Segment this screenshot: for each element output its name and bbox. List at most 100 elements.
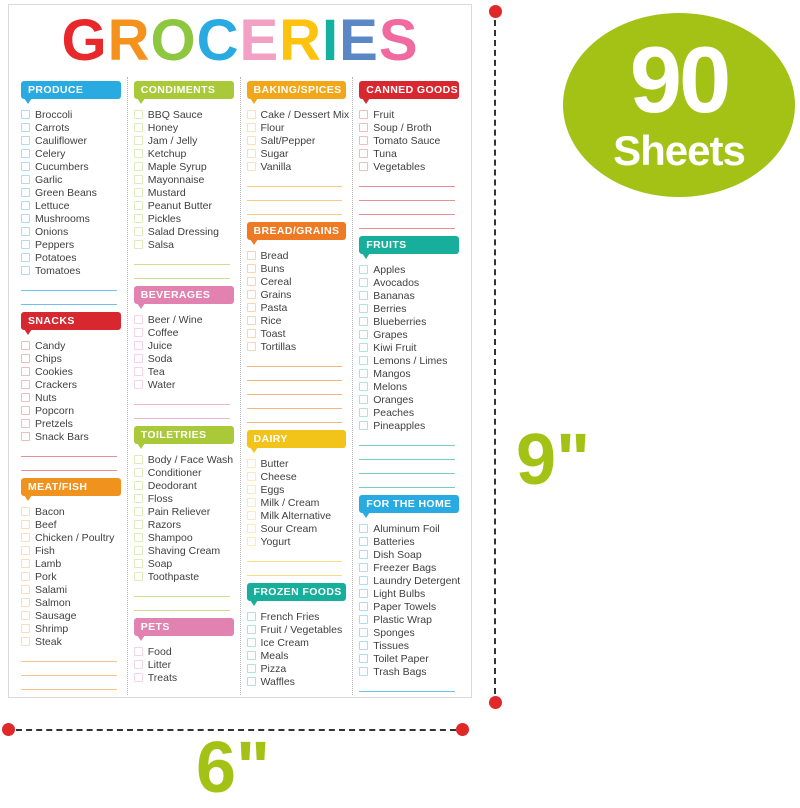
checklist-item: Salami — [21, 583, 121, 596]
blank-line — [21, 676, 117, 690]
checkbox-icon — [359, 356, 369, 365]
badge-unit: Sheets — [613, 127, 746, 174]
checklist-item: Laundry Detergent — [359, 574, 460, 587]
checkbox-icon — [246, 459, 256, 468]
item-label: Lamb — [35, 557, 62, 570]
item-label: Freezer Bags — [373, 561, 437, 574]
checkbox-icon — [133, 354, 143, 363]
checklist-item: Floss — [133, 492, 234, 505]
list-section: TOILETRIES Body / Face Wash Conditioner Deo… — [133, 426, 234, 611]
item-label: Bread — [260, 249, 289, 262]
checkbox-icon — [21, 201, 30, 210]
blank-line — [133, 391, 230, 405]
checklist-item: Tea — [133, 365, 234, 378]
checklist-item: Salad Dressing — [133, 225, 234, 238]
checkbox-icon — [359, 149, 369, 158]
list-section: PETS Food Litter Treats — [133, 618, 234, 695]
title-letter: E — [239, 8, 280, 73]
checkbox-icon — [133, 673, 143, 682]
checkbox-icon — [246, 329, 256, 338]
item-label: Pickles — [147, 212, 182, 225]
checklist-item: Peppers — [21, 238, 121, 251]
checklist-item: Salsa — [133, 238, 234, 251]
section-header: BEVERAGES — [133, 286, 234, 309]
title-letter: C — [196, 8, 240, 73]
blank-line — [246, 353, 343, 367]
title-letter: R — [279, 8, 323, 73]
checkbox-icon — [21, 546, 30, 555]
item-label: Fish — [35, 544, 55, 557]
checklist-item: Vanilla — [246, 160, 347, 173]
checklist-item: Popcorn — [21, 404, 121, 417]
checklist-item: French Fries — [246, 610, 347, 623]
item-label: Soap — [147, 557, 173, 570]
checkbox-icon — [246, 664, 256, 673]
checklist-item: Melons — [359, 380, 459, 393]
section-tail — [362, 512, 371, 518]
item-label: Beer / Wine — [147, 313, 203, 326]
blank-line — [359, 432, 455, 446]
checkbox-icon — [359, 136, 369, 145]
item-label: Razors — [147, 518, 182, 531]
checklist-item: Tomatoes — [21, 264, 121, 277]
checkbox-icon — [359, 628, 369, 637]
checkbox-icon — [21, 624, 30, 633]
item-label: Salsa — [147, 238, 175, 251]
item-label: Peanut Butter — [147, 199, 212, 212]
checkbox-icon — [21, 611, 30, 620]
title-letter: E — [339, 8, 379, 73]
item-label: Grains — [260, 288, 292, 301]
item-label: Cauliflower — [35, 134, 87, 147]
checkbox-icon — [246, 537, 256, 546]
item-label: Onions — [35, 225, 69, 238]
checkbox-icon — [246, 264, 256, 273]
checklist-item: Bread — [246, 249, 347, 262]
checklist-item: Meals — [246, 649, 347, 662]
item-label: Bacon — [35, 505, 65, 518]
section-header: FRUITS — [359, 236, 459, 259]
checkbox-icon — [21, 240, 30, 249]
item-label: Bananas — [373, 289, 415, 302]
checkbox-icon — [21, 432, 30, 441]
item-label: Mayonnaise — [147, 173, 205, 186]
item-label: Juice — [147, 339, 173, 352]
checklist-item: Mustard — [133, 186, 234, 199]
checklist-item: Berries — [359, 302, 459, 315]
section-header: PRODUCE — [21, 81, 121, 104]
checkbox-icon — [246, 251, 256, 260]
blank-line — [21, 457, 117, 471]
checklist-item: Peanut Butter — [133, 199, 234, 212]
section-header: SNACKS — [21, 312, 121, 335]
list-section: FRUITS Apples Avocados Bananas Berries Bluebe… — [359, 236, 459, 488]
checkbox-icon — [133, 660, 143, 669]
blank-line — [246, 409, 343, 423]
list-column: PRODUCE Broccoli Carrots Cauliflower Celery C… — [15, 77, 128, 695]
checklist-item: Treats — [133, 671, 234, 684]
title-letter: R — [107, 8, 151, 73]
item-label: Shaving Cream — [147, 544, 221, 557]
blank-line — [133, 265, 230, 279]
item-label: Jam / Jelly — [147, 134, 198, 147]
checkbox-icon — [359, 330, 369, 339]
item-label: Cheese — [260, 470, 297, 483]
item-label: Light Bulbs — [373, 587, 426, 600]
checklist-item: Crackers — [21, 378, 121, 391]
checkbox-icon — [133, 559, 143, 568]
item-label: Batteries — [373, 535, 415, 548]
list-column: BAKING/SPICES Cake / Dessert Mix Flour Salt… — [241, 77, 354, 695]
checkbox-icon — [246, 277, 256, 286]
checkbox-icon — [133, 227, 143, 236]
checkbox-icon — [246, 290, 256, 299]
checkbox-icon — [359, 576, 369, 585]
section-tail — [24, 98, 32, 104]
checkbox-icon — [359, 550, 369, 559]
item-label: Sponges — [373, 626, 415, 639]
checkbox-icon — [21, 559, 30, 568]
checkbox-icon — [359, 408, 369, 417]
checklist-item: Ice Cream — [246, 636, 347, 649]
checkbox-icon — [359, 563, 369, 572]
item-label: Paper Towels — [373, 600, 437, 613]
blank-line — [359, 187, 455, 201]
section-tail — [24, 329, 32, 335]
checklist-item: Maple Syrup — [133, 160, 234, 173]
